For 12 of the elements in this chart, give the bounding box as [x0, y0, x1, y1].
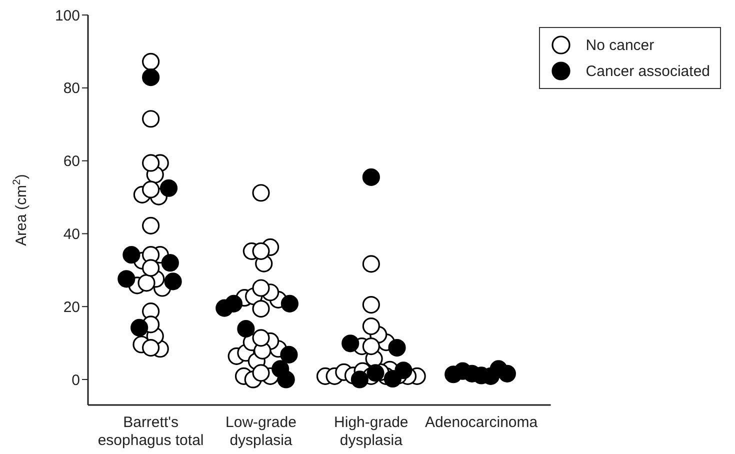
y-tick-label: 40 [63, 226, 80, 244]
x-tick-label: Low-grade dysplasia [226, 414, 296, 449]
y-tick-label: 0 [72, 372, 80, 389]
legend-label: No cancer [586, 36, 654, 54]
x-tick-label: Adenocarcinoma [425, 414, 538, 431]
y-tick-label: 60 [63, 153, 80, 170]
legend-label: Cancer associated [586, 62, 710, 80]
y-tick-label: 100 [54, 7, 80, 24]
x-tick-label: High-grade dysplasia [334, 414, 408, 449]
y-tick-label: 80 [63, 80, 80, 98]
x-tick-label: Barrett's esophagus total [98, 414, 204, 449]
y-tick-label: 20 [63, 298, 80, 316]
